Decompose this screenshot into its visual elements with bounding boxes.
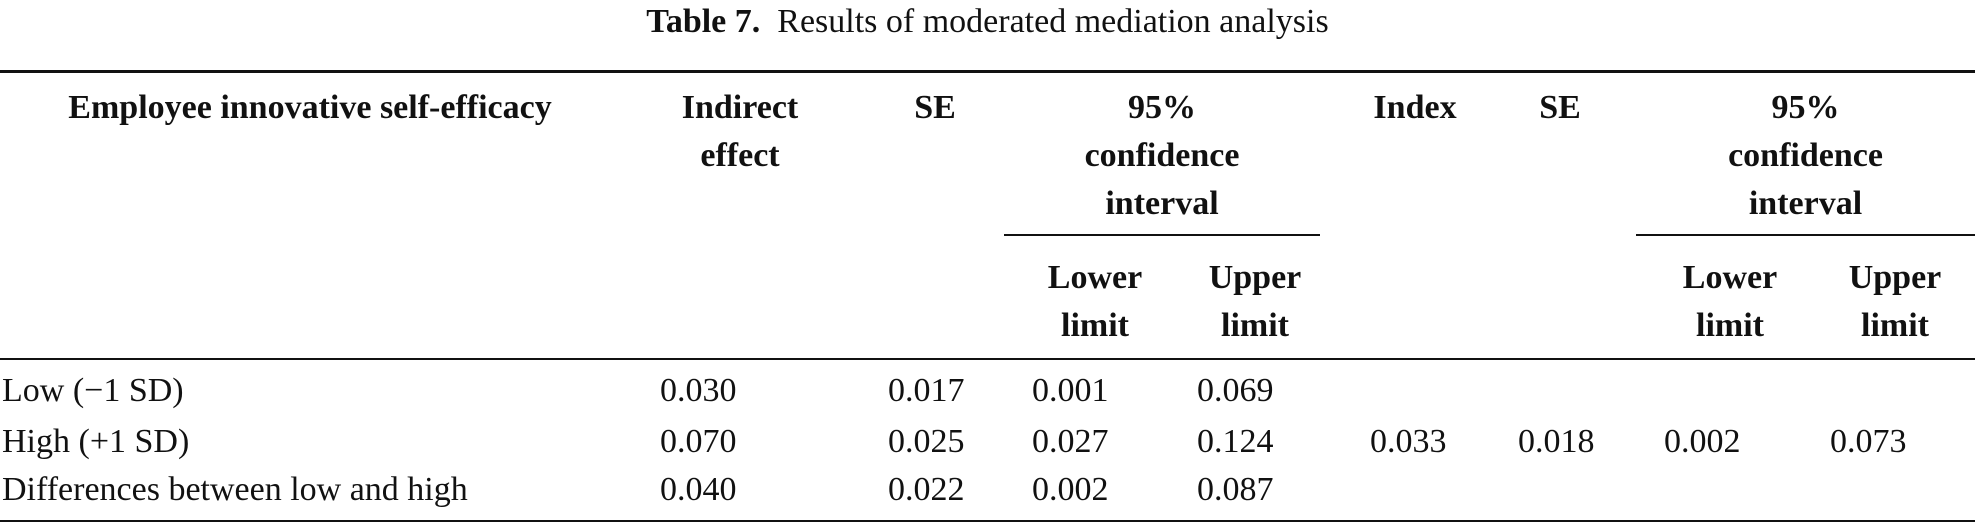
upper-limit-value: 0.069 <box>1197 372 1274 409</box>
table-caption: Table 7. Results of moderated mediation … <box>0 2 1975 42</box>
indirect-effect-value: 0.040 <box>660 471 737 508</box>
header-ci1-lower-limit: Lower limit <box>1047 259 1143 344</box>
header-employee-innovative-self-efficacy: Employee innovative self-efficacy <box>68 89 552 126</box>
moderated-mediation-upper-limit-value: 0.073 <box>1830 423 1907 460</box>
indirect-effect-value: 0.070 <box>660 423 737 460</box>
header-se-2: SE <box>1539 89 1581 126</box>
header-ci2-upper-limit: Upper limit <box>1848 259 1942 344</box>
se-value: 0.022 <box>888 471 965 508</box>
table-label: Table 7. <box>646 3 761 40</box>
header-index: Index <box>1373 89 1457 126</box>
moderated-mediation-lower-limit-value: 0.002 <box>1664 423 1741 460</box>
lower-limit-value: 0.027 <box>1032 423 1109 460</box>
ci1-subheader-rule <box>1004 234 1320 236</box>
ci2-subheader-rule <box>1636 234 1975 236</box>
se-value: 0.025 <box>888 423 965 460</box>
header-se-1: SE <box>914 89 956 126</box>
header-bottom-rule <box>0 358 1975 360</box>
bottom-rule <box>0 520 1975 522</box>
se-value: 0.017 <box>888 372 965 409</box>
table-title: Results of moderated mediation analysis <box>777 3 1329 40</box>
header-indirect-effect: Indirect effect <box>681 89 799 174</box>
moderated-mediation-index-value: 0.033 <box>1370 423 1447 460</box>
row-label: Low (−1 SD) <box>2 372 184 409</box>
top-rule <box>0 70 1975 73</box>
row-label: High (+1 SD) <box>2 423 190 460</box>
header-ci2-lower-limit: Lower limit <box>1682 259 1778 344</box>
header-ci-2: 95% confidence interval <box>1728 89 1883 222</box>
lower-limit-value: 0.001 <box>1032 372 1109 409</box>
upper-limit-value: 0.087 <box>1197 471 1274 508</box>
row-label: Differences between low and high <box>2 471 468 508</box>
header-ci1-upper-limit: Upper limit <box>1208 259 1302 344</box>
upper-limit-value: 0.124 <box>1197 423 1274 460</box>
moderated-mediation-se-value: 0.018 <box>1518 423 1595 460</box>
lower-limit-value: 0.002 <box>1032 471 1109 508</box>
header-ci-1: 95% confidence interval <box>1084 89 1240 222</box>
indirect-effect-value: 0.030 <box>660 372 737 409</box>
